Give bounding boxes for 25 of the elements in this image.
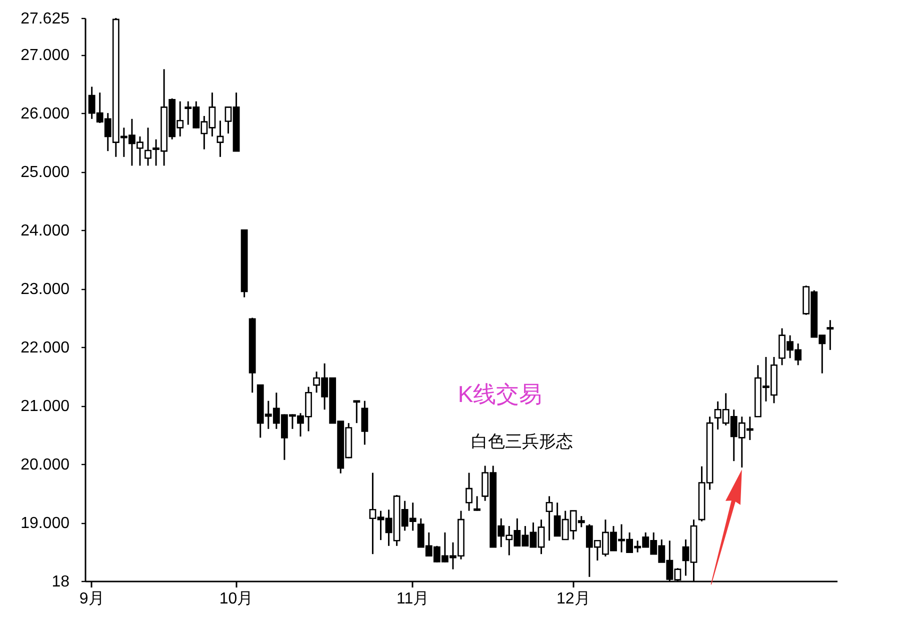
candlestick <box>466 472 472 512</box>
x-tick-label: 10月 <box>219 590 254 608</box>
y-tick-label: 27.625 <box>20 10 70 28</box>
candlestick <box>361 400 368 446</box>
candlestick <box>546 495 553 542</box>
y-tick-label: 24.000 <box>20 222 70 240</box>
y-tick-label: 20.000 <box>20 456 70 474</box>
y-tick-label: 26.000 <box>20 106 70 123</box>
y-tick-label: 22.000 <box>20 340 70 357</box>
y-tick-label: 18 <box>52 574 70 590</box>
y-tick-label: 25.000 <box>20 164 70 182</box>
candlestick <box>826 319 834 351</box>
x-tick-label: 12月 <box>556 590 590 608</box>
candlestick <box>474 495 481 512</box>
candlestick <box>144 126 152 166</box>
x-tick-label: 9月 <box>79 590 104 608</box>
y-tick-label: 23.000 <box>20 281 70 298</box>
y-tick-label: 27.000 <box>20 47 70 64</box>
x-tick-label: 11月 <box>396 590 430 608</box>
annotation: 白色三兵形态 <box>471 432 573 451</box>
y-tick-label: 21.000 <box>20 398 70 416</box>
candlestick <box>353 400 360 424</box>
candlestick <box>216 120 224 158</box>
annotation: K线交易 <box>458 381 542 407</box>
y-tick-label: 19.000 <box>20 515 70 532</box>
